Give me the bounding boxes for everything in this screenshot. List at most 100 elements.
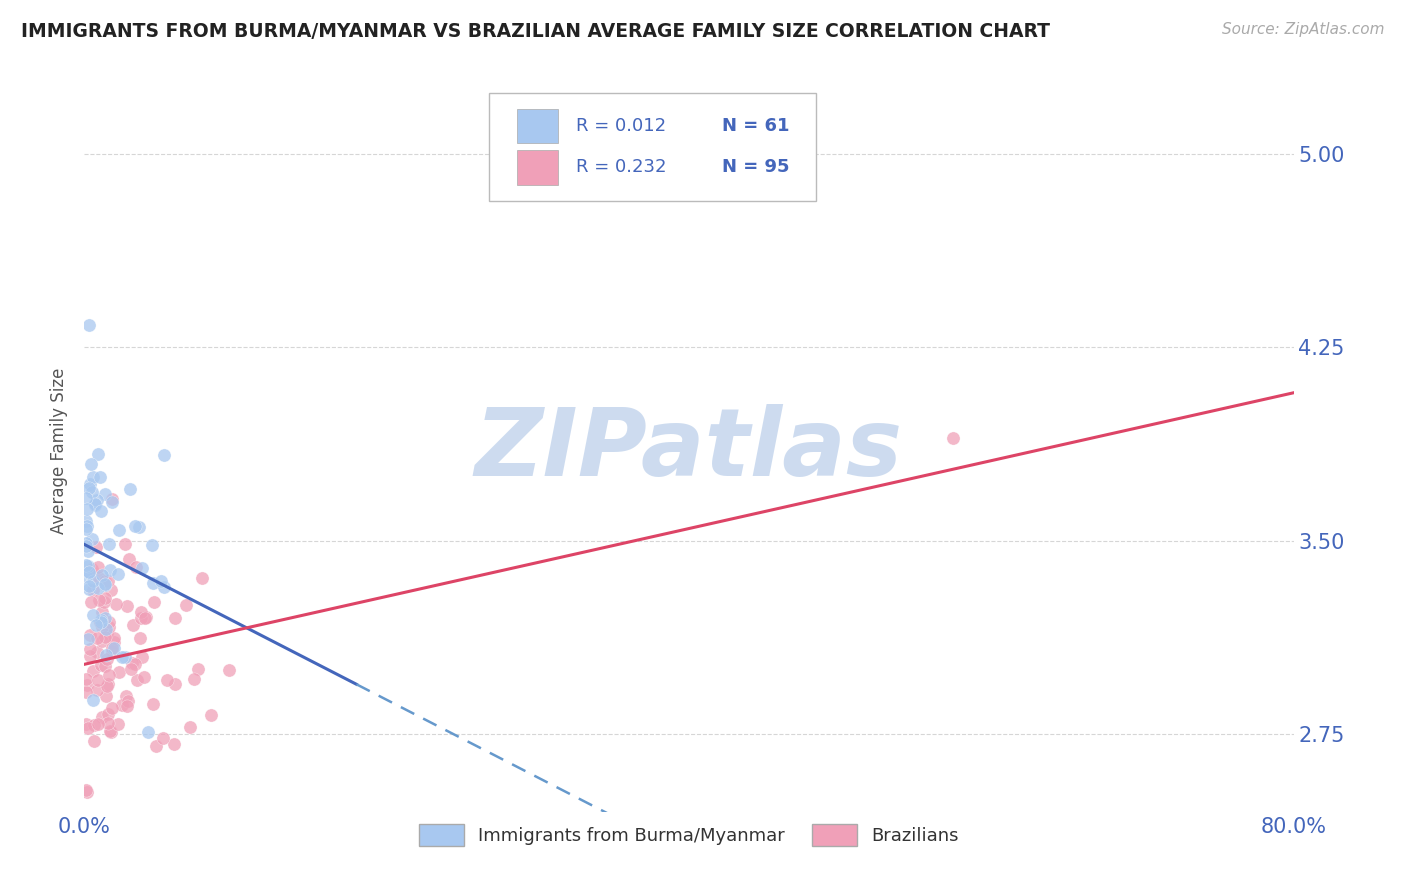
Point: [76, 558, 98, 573]
Point: [83, 717, 105, 731]
Point: [108, 665, 131, 680]
Text: R = 0.232: R = 0.232: [576, 159, 666, 177]
Point: [93, 658, 115, 673]
Point: [75, 672, 97, 686]
Point: [83, 734, 105, 748]
Point: [82, 470, 104, 484]
Point: [145, 739, 167, 753]
Point: [131, 561, 153, 575]
Text: Source: ZipAtlas.com: Source: ZipAtlas.com: [1222, 22, 1385, 37]
Point: [80, 595, 103, 609]
Point: [142, 697, 165, 711]
Point: [90, 613, 112, 627]
Point: [84, 617, 107, 632]
Point: [128, 631, 150, 645]
Point: [97, 715, 120, 730]
Point: [90, 504, 112, 518]
Point: [91, 710, 114, 724]
Point: [122, 618, 145, 632]
Text: IMMIGRANTS FROM BURMA/MYANMAR VS BRAZILIAN AVERAGE FAMILY SIZE CORRELATION CHART: IMMIGRANTS FROM BURMA/MYANMAR VS BRAZILI…: [21, 22, 1050, 41]
Point: [111, 650, 134, 665]
Point: [97, 574, 120, 588]
Point: [84, 498, 107, 512]
Point: [179, 720, 201, 734]
Text: R = 0.012: R = 0.012: [576, 117, 666, 136]
Point: [75, 568, 97, 582]
Point: [86, 631, 108, 645]
Point: [91, 568, 114, 582]
Point: [79, 641, 101, 656]
Point: [200, 707, 222, 722]
Point: [79, 648, 101, 663]
Point: [90, 620, 112, 634]
Point: [94, 622, 117, 636]
Point: [91, 605, 114, 619]
Point: [191, 571, 214, 585]
Point: [77, 579, 100, 593]
Point: [75, 558, 97, 573]
Point: [94, 591, 117, 605]
Point: [97, 677, 120, 691]
Bar: [517, 109, 558, 144]
Point: [90, 634, 112, 648]
Point: [136, 725, 159, 739]
Point: [89, 470, 111, 484]
Point: [131, 649, 153, 664]
Y-axis label: Average Family Size: Average Family Size: [51, 368, 69, 533]
Text: N = 61: N = 61: [721, 117, 789, 136]
Point: [120, 662, 142, 676]
Point: [76, 678, 98, 692]
Point: [115, 698, 138, 713]
Point: [117, 599, 139, 614]
Point: [117, 694, 139, 708]
Point: [87, 571, 110, 585]
Point: [75, 539, 97, 553]
Point: [80, 458, 103, 472]
Point: [218, 663, 240, 677]
Point: [101, 495, 124, 509]
Point: [76, 518, 98, 533]
Point: [77, 481, 100, 495]
Point: [79, 627, 101, 641]
Point: [82, 664, 104, 678]
Point: [89, 592, 111, 607]
Point: [152, 731, 174, 745]
Point: [87, 560, 110, 574]
Point: [86, 493, 108, 508]
Point: [111, 698, 134, 713]
Point: [86, 683, 108, 698]
Point: [107, 567, 129, 582]
Point: [76, 502, 98, 516]
Point: [101, 492, 124, 507]
Point: [108, 523, 131, 537]
Point: [103, 631, 125, 645]
Point: [93, 574, 115, 589]
Point: [183, 673, 205, 687]
Point: [75, 522, 97, 536]
Point: [82, 574, 104, 588]
Point: [86, 645, 108, 659]
Point: [94, 648, 117, 663]
Point: [152, 580, 174, 594]
Point: [187, 662, 209, 676]
Point: [94, 611, 117, 625]
Point: [93, 595, 115, 609]
Point: [75, 716, 97, 731]
Point: [163, 611, 186, 625]
Point: [96, 689, 118, 703]
Point: [942, 431, 965, 445]
Point: [97, 707, 120, 722]
Point: [75, 684, 97, 698]
Point: [79, 318, 101, 333]
Point: [75, 782, 97, 797]
Point: [79, 565, 101, 579]
Point: [77, 632, 100, 647]
Point: [94, 487, 117, 501]
Point: [75, 491, 97, 505]
Point: [84, 540, 107, 554]
Point: [141, 538, 163, 552]
Point: [75, 514, 97, 528]
Point: [80, 562, 103, 576]
Point: [94, 631, 117, 645]
Text: ZIPatlas: ZIPatlas: [475, 404, 903, 497]
